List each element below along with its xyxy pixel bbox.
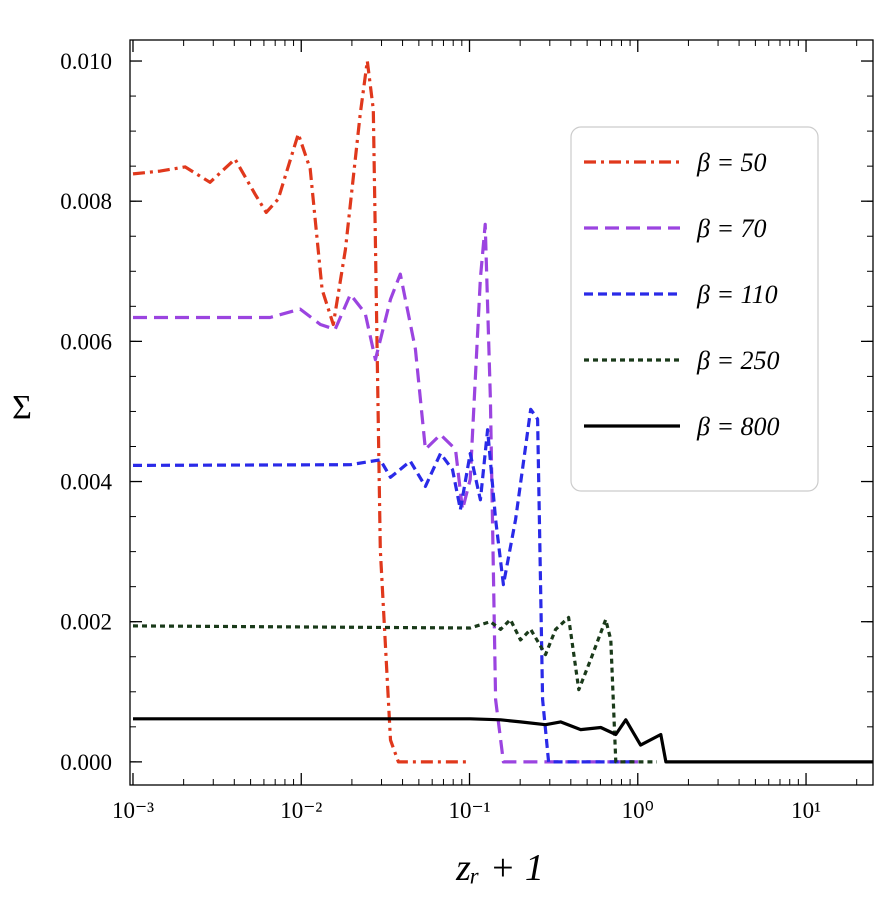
series-line: [132, 59, 470, 764]
legend-label: β = 110: [696, 280, 778, 309]
series-line: [133, 222, 638, 764]
x-tick-label: 10⁻³: [112, 798, 154, 823]
y-tick-label: 0.002: [60, 610, 112, 635]
legend-label: β = 250: [696, 346, 780, 375]
y-tick-label: 0.008: [60, 189, 112, 214]
legend-label: β = 800: [696, 412, 780, 441]
y-tick-label: 0.010: [60, 49, 112, 74]
series-line: [132, 407, 638, 764]
legend-box: [570, 126, 819, 492]
legend-label: β = 50: [696, 148, 767, 177]
x-tick-label: 10⁰: [622, 798, 654, 823]
series-line: [132, 615, 657, 764]
legend-label: β = 70: [696, 214, 767, 243]
y-tick-label: 0.004: [60, 470, 112, 495]
x-tick-label: 10⁻²: [280, 798, 322, 823]
x-axis-label: zᵣ + 1: [455, 847, 544, 889]
y-tick-label: 0.006: [60, 329, 112, 354]
x-tick-label: 10⁻¹: [448, 798, 490, 823]
series-line: [133, 717, 873, 764]
x-tick-label: 10¹: [791, 798, 821, 823]
y-tick-label: 0.000: [60, 750, 112, 775]
plot-frame: [129, 39, 874, 786]
y-axis-label: Σ: [12, 389, 32, 426]
